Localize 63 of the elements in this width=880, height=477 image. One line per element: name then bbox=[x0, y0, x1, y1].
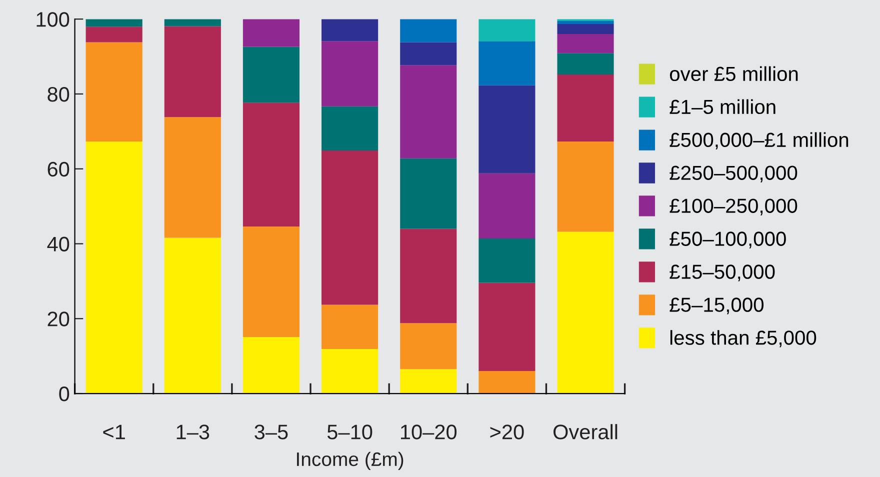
bar bbox=[478, 85, 536, 174]
bar bbox=[86, 19, 142, 27]
bar bbox=[164, 117, 221, 238]
bar bbox=[86, 142, 142, 394]
bar bbox=[164, 19, 221, 26]
bar bbox=[400, 158, 457, 229]
x-tick-label: >20 bbox=[490, 424, 524, 440]
legend-label: £500,000–£1 million bbox=[670, 132, 848, 150]
bar bbox=[242, 226, 300, 337]
bar bbox=[400, 323, 457, 370]
bar bbox=[478, 19, 536, 42]
bar bbox=[242, 102, 300, 227]
x-tick-label: 3–5 bbox=[254, 424, 288, 440]
legend-label: £100–250,000 bbox=[670, 198, 798, 216]
legend-label: £50–100,000 bbox=[670, 232, 786, 248]
legend-label: £5–15,000 bbox=[670, 298, 764, 314]
bar bbox=[478, 282, 536, 372]
bar bbox=[478, 173, 536, 239]
bar bbox=[242, 336, 300, 394]
bar bbox=[242, 19, 300, 47]
bar bbox=[322, 106, 378, 151]
legend-label: £15–50,000 bbox=[670, 264, 775, 282]
bar bbox=[557, 53, 614, 74]
bar bbox=[478, 41, 536, 86]
bar bbox=[400, 228, 457, 324]
bar bbox=[478, 371, 536, 394]
bar bbox=[557, 34, 614, 54]
bar bbox=[164, 26, 221, 118]
y-tick-label: 80 bbox=[48, 86, 70, 102]
legend-label: £250–500,000 bbox=[670, 166, 798, 182]
y-tick-label: 60 bbox=[48, 162, 70, 177]
legend-label: less than £5,000 bbox=[670, 330, 816, 348]
bar bbox=[86, 26, 142, 42]
bar bbox=[478, 238, 536, 283]
bar bbox=[557, 142, 614, 232]
bar bbox=[557, 24, 614, 34]
x-tick-label: 10–20 bbox=[400, 424, 457, 440]
x-tick-label: <1 bbox=[103, 424, 125, 440]
bar bbox=[322, 19, 378, 42]
bar bbox=[557, 74, 614, 142]
y-tick-label: 40 bbox=[47, 236, 70, 252]
bar bbox=[400, 19, 457, 42]
x-tick-label: Overall bbox=[554, 424, 618, 440]
bar bbox=[164, 238, 221, 394]
bar bbox=[322, 304, 378, 349]
y-tick-label: 100 bbox=[36, 12, 70, 27]
x-tick-label: 5–10 bbox=[327, 424, 372, 440]
bar bbox=[557, 20, 614, 24]
bar bbox=[400, 369, 457, 394]
y-tick-label: 20 bbox=[48, 312, 70, 326]
x-tick-label: 1–3 bbox=[176, 424, 210, 440]
bar bbox=[322, 41, 378, 106]
bar bbox=[322, 150, 378, 305]
bar bbox=[322, 348, 378, 394]
bar bbox=[400, 42, 457, 66]
legend-label: over £5 million bbox=[670, 66, 798, 82]
y-tick-label: 0 bbox=[59, 386, 70, 402]
x-axis-title: Income (£m) bbox=[297, 452, 404, 470]
bar bbox=[557, 232, 614, 394]
legend-label: £1–5 million bbox=[670, 99, 776, 114]
bar bbox=[86, 42, 142, 142]
bar bbox=[400, 65, 457, 158]
bar bbox=[242, 46, 300, 103]
